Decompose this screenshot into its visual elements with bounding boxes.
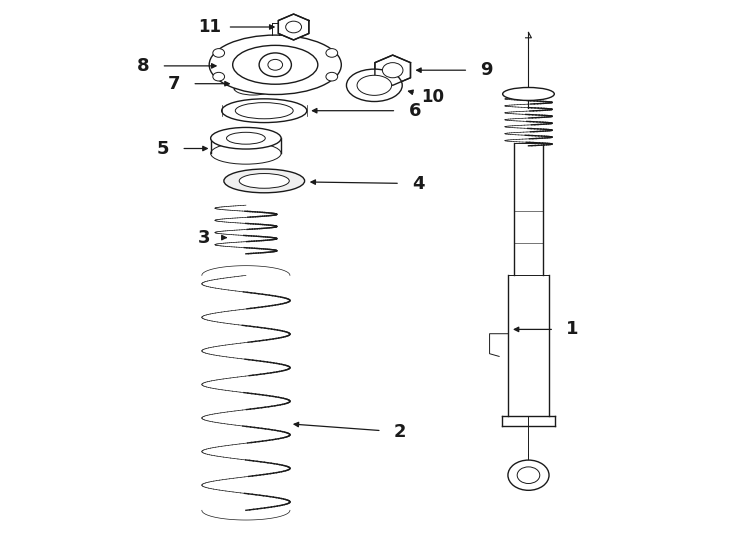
Ellipse shape bbox=[239, 173, 289, 188]
Text: 3: 3 bbox=[197, 228, 211, 247]
Text: 8: 8 bbox=[137, 57, 150, 75]
Circle shape bbox=[326, 49, 338, 57]
Text: 11: 11 bbox=[197, 18, 221, 36]
Ellipse shape bbox=[211, 143, 281, 164]
Circle shape bbox=[268, 59, 283, 70]
Ellipse shape bbox=[233, 45, 318, 84]
Text: 9: 9 bbox=[480, 61, 493, 79]
Ellipse shape bbox=[209, 35, 341, 94]
Ellipse shape bbox=[227, 132, 265, 144]
Polygon shape bbox=[375, 55, 410, 85]
Ellipse shape bbox=[222, 99, 307, 123]
Text: 4: 4 bbox=[412, 174, 425, 193]
Ellipse shape bbox=[503, 87, 554, 100]
Ellipse shape bbox=[357, 75, 392, 96]
Polygon shape bbox=[278, 14, 309, 40]
Circle shape bbox=[382, 63, 403, 78]
Ellipse shape bbox=[346, 69, 402, 102]
Ellipse shape bbox=[236, 103, 293, 119]
Text: 5: 5 bbox=[156, 139, 170, 158]
Circle shape bbox=[213, 72, 225, 81]
Text: 2: 2 bbox=[393, 423, 407, 441]
Circle shape bbox=[326, 72, 338, 81]
Circle shape bbox=[213, 49, 225, 57]
Ellipse shape bbox=[234, 70, 272, 83]
Text: 10: 10 bbox=[421, 88, 445, 106]
Text: 7: 7 bbox=[167, 75, 181, 93]
Ellipse shape bbox=[224, 169, 305, 193]
Circle shape bbox=[508, 460, 549, 490]
Ellipse shape bbox=[211, 127, 281, 149]
Ellipse shape bbox=[234, 82, 272, 95]
Circle shape bbox=[259, 53, 291, 77]
Text: 6: 6 bbox=[408, 102, 421, 120]
Text: 1: 1 bbox=[566, 320, 579, 339]
Circle shape bbox=[286, 21, 302, 33]
